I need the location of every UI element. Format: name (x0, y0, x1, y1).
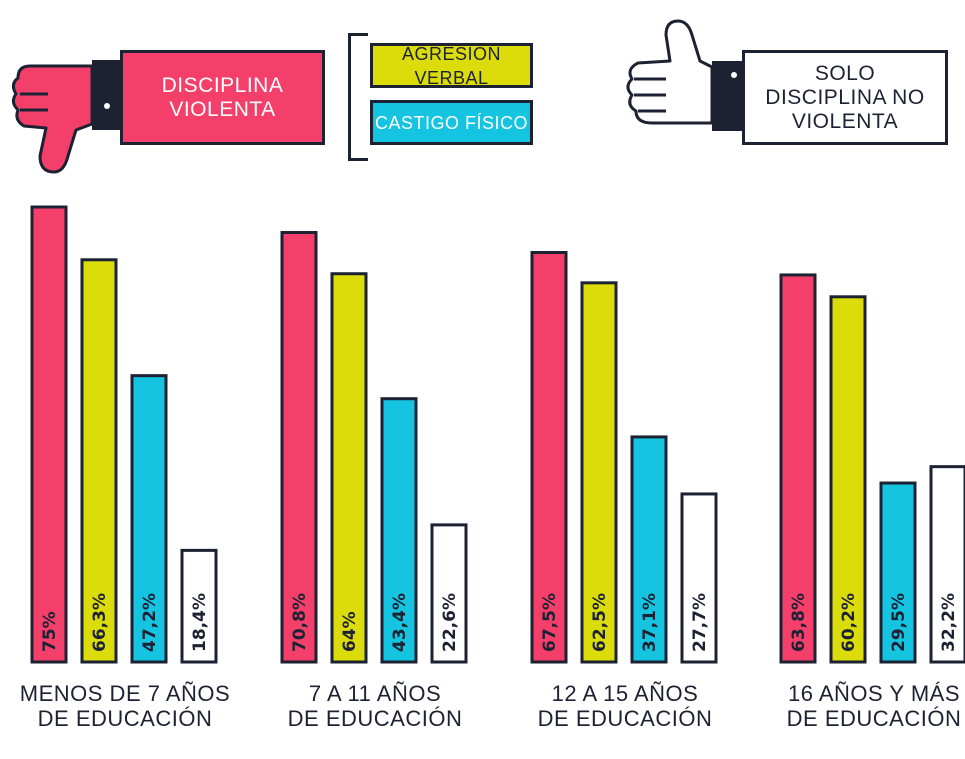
bar-3-3 (630, 435, 668, 664)
bar-1-4 (779, 273, 817, 664)
thumbs-down-icon (11, 60, 122, 174)
category-label: 12 A 15 AÑOS (552, 681, 699, 706)
bar-1-2 (280, 230, 318, 664)
bar-value-label: 43,4% (390, 593, 410, 652)
bar-value-label: 60,2% (839, 593, 859, 652)
bar-value-label: 70,8% (290, 593, 310, 652)
bar-2-3 (580, 281, 618, 664)
bar-value-label: 64% (340, 611, 360, 652)
bar-2-4 (829, 295, 867, 664)
thumbs-up-icon (626, 19, 744, 131)
bar-value-label: 29,5% (889, 593, 909, 652)
legend-nonviolent-label: SOLO DISCIPLINA NO VIOLENTA (765, 61, 925, 133)
category-label: DE EDUCACIÓN (288, 706, 463, 731)
bar-3-2 (380, 397, 418, 664)
bar-2-1 (80, 258, 118, 664)
legend-nonviolent-discipline: SOLO DISCIPLINA NO VIOLENTA (742, 50, 948, 145)
bar-4-2 (430, 523, 468, 664)
bar-4-1 (180, 548, 218, 664)
bar-value-label: 22,6% (440, 593, 460, 652)
category-label: DE EDUCACIÓN (538, 706, 713, 731)
legend-violent-discipline: DISCIPLINA VIOLENTA (120, 50, 325, 145)
bar-4-3 (680, 492, 718, 664)
bar-1-3 (530, 251, 568, 664)
category-label: 16 AÑOS Y MÁS (788, 681, 960, 706)
bar-1-1 (30, 205, 68, 664)
category-label: MENOS DE 7 AÑOS (20, 681, 230, 706)
category-label: DE EDUCACIÓN (38, 706, 213, 731)
bar-value-label: 63,8% (789, 593, 809, 652)
bar-value-label: 47,2% (140, 593, 160, 652)
bar-value-label: 66,3% (90, 593, 110, 652)
bar-3-4 (879, 481, 917, 664)
legend-bracket (348, 33, 368, 161)
bar-4-4 (929, 465, 965, 664)
legend-physical-punishment: CASTIGO FÍSICO (370, 100, 533, 145)
legend-violent-label: DISCIPLINA VIOLENTA (161, 73, 284, 121)
bar-value-label: 62,5% (590, 593, 610, 652)
bar-value-label: 32,2% (939, 593, 959, 652)
category-label: 7 A 11 AÑOS (309, 681, 441, 706)
legend-physical-label: CASTIGO FÍSICO (374, 112, 528, 133)
legend-verbal-label: AGRESIÓN VERBAL (401, 43, 502, 88)
bar-2-2 (330, 272, 368, 664)
bar-value-label: 75% (40, 611, 60, 652)
legend-verbal-aggression: AGRESIÓN VERBAL (370, 43, 533, 88)
bar-value-label: 18,4% (190, 593, 210, 652)
category-label: DE EDUCACIÓN (787, 706, 962, 731)
bar-value-label: 67,5% (540, 593, 560, 652)
bar-value-label: 37,1% (640, 593, 660, 652)
bar-value-label: 27,7% (690, 593, 710, 652)
bar-3-1 (130, 374, 168, 664)
